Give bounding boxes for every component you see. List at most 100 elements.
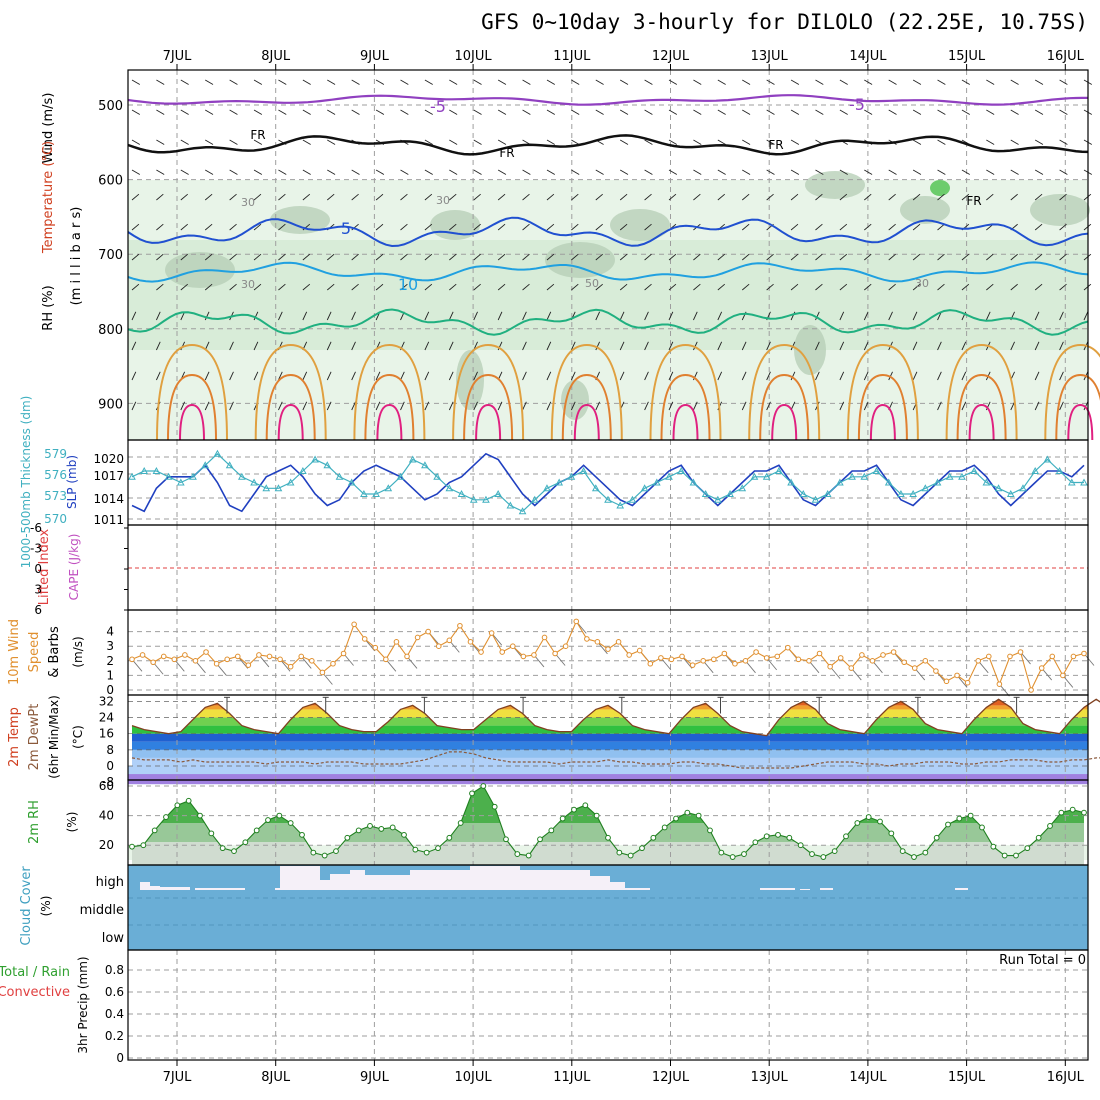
wind10-point xyxy=(911,665,918,671)
wind10-point xyxy=(954,672,960,679)
wind-barb xyxy=(327,169,336,175)
thickness-point xyxy=(640,484,649,492)
wind-barb xyxy=(912,341,918,351)
rh-band-high xyxy=(132,786,1084,823)
wind-barb xyxy=(253,79,263,85)
rh2m-point xyxy=(412,846,419,853)
wind-barb xyxy=(473,193,481,201)
wind10-point xyxy=(964,679,971,686)
wind-barb xyxy=(668,253,677,261)
wind-barb xyxy=(717,169,726,175)
rh2m-point xyxy=(355,827,362,834)
pressure-tick-label: 800 xyxy=(98,323,123,338)
wind-barb xyxy=(253,341,259,351)
wind-barb xyxy=(302,79,311,85)
wind10-point xyxy=(245,662,252,668)
wind-barb xyxy=(546,371,552,381)
li-tick-label: 0 xyxy=(34,562,42,576)
wind-barb xyxy=(790,193,799,201)
wind10-label-1: 10m Wind xyxy=(7,619,22,685)
wind10-point xyxy=(1070,653,1077,660)
wind-barb xyxy=(863,371,869,381)
wind-barb xyxy=(815,109,824,115)
wind10-tick-label: 2 xyxy=(106,654,114,668)
bottom-date-label: 8JUL xyxy=(261,1070,291,1085)
wind-barb xyxy=(693,109,702,115)
wind-barb xyxy=(546,283,555,291)
rh2m-point xyxy=(174,802,181,809)
wind10-point xyxy=(298,653,305,660)
rh2m-point xyxy=(1047,823,1053,829)
precip-tick-label: 0.4 xyxy=(105,1007,124,1021)
warm-contour-lobe xyxy=(475,403,502,441)
thickness-point xyxy=(836,478,844,486)
wind-barb xyxy=(571,109,580,115)
wind-barb xyxy=(790,371,796,381)
thickness-point xyxy=(164,472,173,480)
wind-barb xyxy=(985,311,991,321)
slp-tick-label: 1014 xyxy=(93,492,124,506)
wind10-point xyxy=(573,618,580,625)
wind-barb xyxy=(302,253,311,261)
precip-convective-label: Convective xyxy=(0,985,70,1000)
rh2m-point xyxy=(1024,845,1031,852)
rh2m-tick-label: 20 xyxy=(99,838,114,852)
wind-barb xyxy=(863,311,869,321)
wind-barb xyxy=(912,223,921,231)
wind-barb xyxy=(400,193,408,201)
frames-layer xyxy=(127,69,1089,1061)
wind10-point xyxy=(763,655,770,661)
thickness-point xyxy=(762,472,771,480)
wind-barb xyxy=(1010,401,1015,411)
rh2m-point xyxy=(185,797,192,804)
wind-barb xyxy=(570,401,576,411)
thickness-point xyxy=(909,489,917,497)
wind-barb xyxy=(326,311,332,321)
wind-barb xyxy=(449,79,458,85)
rh2m-point xyxy=(469,790,475,797)
wind-barb xyxy=(156,169,165,175)
wind-barb xyxy=(180,401,186,411)
wind-barb xyxy=(375,169,385,175)
wind-barb xyxy=(986,109,995,115)
thickness-point xyxy=(579,466,588,474)
wind-barb xyxy=(400,283,408,291)
warm-contour-lobe xyxy=(649,343,722,441)
wind10-point xyxy=(467,639,474,645)
temp-band xyxy=(132,717,1088,726)
warm-contour-lobe xyxy=(1055,373,1100,441)
rh-high-area xyxy=(900,196,950,224)
wind-barb xyxy=(1010,79,1019,85)
wind-barb xyxy=(693,139,702,145)
rh2m-point xyxy=(163,814,169,820)
label-minus5: -5 xyxy=(849,95,865,114)
wind10-tick-label: 0 xyxy=(106,683,114,697)
thickness-point xyxy=(372,489,380,497)
wind-barb xyxy=(961,253,970,261)
high-cloud-bar xyxy=(590,876,610,890)
temp2m-tick-label: 16 xyxy=(99,727,114,741)
wind10-point xyxy=(890,649,897,655)
rh2m-point xyxy=(446,834,453,841)
wind10-point xyxy=(869,658,876,664)
wind-barb xyxy=(497,283,506,291)
labels-layer: 7JUL 8JUL 9JUL 10JUL 11JUL 12JUL 13JUL 14JUL 15J… xyxy=(0,49,1086,1085)
wind-barb xyxy=(400,223,408,231)
wind-barb xyxy=(205,79,214,85)
thickness-point xyxy=(1019,484,1027,492)
wind10-point xyxy=(859,652,865,658)
wind-barb xyxy=(644,371,649,381)
wind-barb xyxy=(229,139,238,145)
temp2m-unit: (°C) xyxy=(71,725,85,749)
wind10-point xyxy=(256,652,262,658)
wind-barb xyxy=(839,283,848,291)
pressure-level-ticks: 500 600 700 800 900 xyxy=(98,99,123,412)
wind10-point xyxy=(721,650,728,657)
rh2m-point xyxy=(593,812,600,819)
wind-barb xyxy=(595,401,601,411)
wind-barb xyxy=(693,193,701,201)
thickness-point xyxy=(848,472,856,480)
wind10-point xyxy=(351,621,357,628)
wind-barb xyxy=(863,401,869,411)
thickness-point xyxy=(189,472,197,480)
